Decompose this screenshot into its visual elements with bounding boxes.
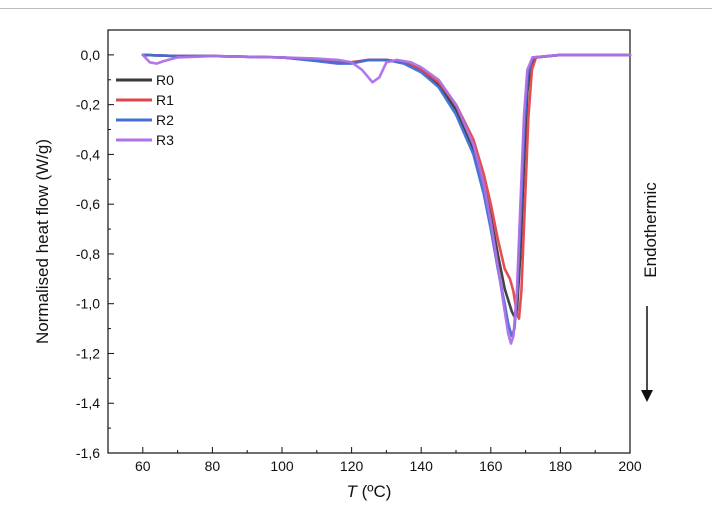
annotation-label: Endothermic <box>641 182 660 278</box>
y-tick-label: -1,0 <box>76 296 100 312</box>
series-line-r0 <box>141 53 632 318</box>
x-tick-label: 60 <box>135 458 151 474</box>
legend-label-r1: R1 <box>156 92 174 108</box>
x-tick-label: 180 <box>549 458 573 474</box>
x-tick-label: 140 <box>410 458 434 474</box>
x-tick-label: 80 <box>205 458 221 474</box>
y-tick-label: -0,2 <box>76 97 100 113</box>
x-tick-label: 160 <box>479 458 503 474</box>
plot-frame <box>107 29 631 454</box>
y-axis-label: Normalised heat flow (W/g) <box>33 139 52 344</box>
x-tick-label: 100 <box>270 458 294 474</box>
legend-label-r3: R3 <box>156 132 174 148</box>
y-tick-label: -1,6 <box>76 445 100 461</box>
y-tick-label: -0,6 <box>76 196 100 212</box>
series-line-r1 <box>141 53 632 320</box>
x-axis-label: T (ºC) <box>347 482 392 501</box>
series-lines <box>141 53 632 345</box>
legend-label-r0: R0 <box>156 72 174 88</box>
x-tick-label: 200 <box>618 458 642 474</box>
y-tick-label: -1,4 <box>76 395 100 411</box>
x-axis-label-symbol: T <box>347 482 359 501</box>
axis-ticks: 60 80 100 120 140 160 180 200 0,0 -0,2 -0,4 -0,6 -0,… <box>76 47 642 474</box>
series-line-r3 <box>141 53 632 345</box>
legend-label-r2: R2 <box>156 112 174 128</box>
annotation-arrow-head <box>641 390 653 402</box>
y-tick-label: -0,8 <box>76 246 100 262</box>
top-divider <box>0 8 712 9</box>
endothermic-annotation: Endothermic <box>641 182 660 402</box>
axis-labels: T (ºC) Normalised heat flow (W/g) <box>33 139 391 501</box>
y-tick-label: -0,4 <box>76 146 100 162</box>
legend: R0 R1 R2 R3 <box>116 72 174 148</box>
x-axis-label-unit: (ºC) <box>357 482 392 501</box>
y-tick-label: 0,0 <box>81 47 101 63</box>
plot-frame-rect <box>107 29 631 454</box>
x-tick-label: 120 <box>340 458 364 474</box>
y-tick-label: -1,2 <box>76 345 100 361</box>
series-line-r2 <box>141 53 632 338</box>
